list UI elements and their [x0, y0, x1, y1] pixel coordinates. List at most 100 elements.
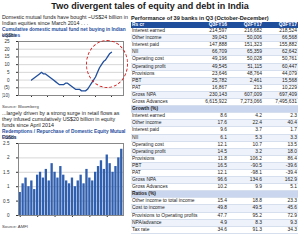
svg-text:Oct-14: Oct-14: [31, 224, 45, 225]
svg-text:Apr-14: Apr-14: [13, 224, 27, 225]
svg-text:Jan-17: Jan-17: [104, 104, 118, 105]
svg-text:2: 2: [7, 155, 10, 160]
html-text:155,882: 155,882: [279, 42, 297, 48]
html-text:PAT: PAT: [132, 84, 141, 90]
html-text:Performance of 39 banks in Q3: Performance of 39 banks in Q3 (October-D…: [131, 15, 269, 21]
html-text:40.4: 40.4: [287, 120, 297, 126]
html-text:Other income: Other income: [132, 35, 162, 41]
html-text:5.3: 5.3: [255, 134, 262, 140]
svg-text:5: 5: [7, 70, 10, 75]
html-text:3.2: 3.2: [255, 148, 262, 154]
html-text:25,782: 25,782: [212, 77, 227, 83]
html-text:10,229: 10,229: [282, 84, 297, 90]
html-text:3.3: 3.3: [290, 134, 297, 140]
html-text:50,028: 50,028: [247, 56, 262, 62]
html-text:15,568: 15,568: [282, 77, 297, 83]
svg-text:Jan-09: Jan-09: [40, 104, 54, 105]
html-text:607,009: 607,009: [244, 91, 262, 97]
html-text:151,323: 151,323: [244, 42, 262, 48]
svg-text:20: 20: [4, 47, 10, 52]
svg-text:Apr-16: Apr-16: [83, 224, 97, 225]
html-text:10.7: 10.7: [252, 141, 262, 147]
html-text:49,545: 49,545: [212, 63, 227, 69]
html-text:66,709: 66,709: [212, 49, 227, 55]
svg-text:1.5: 1.5: [3, 170, 10, 175]
html-text:50,006: 50,006: [247, 35, 262, 41]
html-text:218,524: 218,524: [279, 28, 297, 34]
html-text:11.8: 11.8: [217, 155, 227, 161]
html-text:17.6: 17.6: [217, 120, 227, 126]
html-text:Provisions: Provisions: [132, 70, 155, 76]
svg-text:25: 25: [4, 39, 10, 44]
svg-text:Jan-07: Jan-07: [24, 104, 38, 105]
html-text:Operating profit: Operating profit: [132, 63, 166, 69]
html-text:13.5: 13.5: [287, 141, 297, 147]
html-text:697,409: 697,409: [279, 91, 297, 97]
html-text:18.0: 18.0: [287, 148, 297, 154]
svg-text:Jan-15: Jan-15: [88, 104, 102, 105]
svg-text:Oct-16: Oct-16: [100, 224, 114, 225]
html-text:Interest paid: Interest paid: [132, 42, 159, 48]
html-text:3.7: 3.7: [255, 127, 262, 133]
html-text:106.2: 106.2: [249, 155, 262, 161]
html-text:8.6: 8.6: [220, 113, 227, 119]
html-text:22.4: 22.4: [252, 120, 262, 126]
svg-text:2.5: 2.5: [3, 141, 10, 146]
html-text:2.3: 2.3: [290, 113, 297, 119]
svg-text:0: 0: [7, 213, 10, 218]
html-text:PBT: PBT: [132, 77, 142, 83]
svg-text:1: 1: [7, 184, 10, 189]
html-text:1.7: 1.7: [290, 127, 297, 133]
html-text:60,447: 60,447: [282, 63, 297, 69]
html-text:Operating profit: Operating profit: [132, 148, 166, 154]
html-text:14.5: 14.5: [217, 148, 227, 154]
html-text:Operating cost: Operating cost: [132, 56, 164, 62]
svg-text:Oct-15: Oct-15: [66, 224, 80, 225]
html-text:62,642: 62,642: [282, 49, 297, 55]
html-text:Gross NPA: Gross NPA: [132, 91, 157, 97]
svg-text:0.5: 0.5: [3, 199, 10, 204]
html-text:Cumulative domestic mutual fun: Cumulative domestic mutual fund net buyi…: [2, 27, 126, 38]
html-text:49,196: 49,196: [212, 56, 227, 62]
svg-text:Jan-13: Jan-13: [72, 104, 86, 105]
html-text:...largely driven by a strong: ...largely driven by a strong surge in r…: [2, 110, 120, 128]
svg-text:(10): (10): [2, 93, 10, 98]
html-text:65,359: 65,359: [247, 49, 262, 55]
html-text:Other income: Other income: [132, 120, 162, 126]
html-text:Two divergent tales of equity: Two divergent tales of equity and debt i…: [51, 1, 249, 11]
svg-text:10: 10: [4, 62, 10, 67]
html-text:NII: NII: [132, 49, 139, 55]
html-text:2,461: 2,461: [249, 77, 262, 83]
html-text:51,115: 51,115: [247, 63, 262, 69]
html-text:9.6: 9.6: [220, 127, 227, 133]
html-text:Domestic mutual funds have bou: Domestic mutual funds have bought ~US$24…: [2, 14, 128, 26]
html-text:NII: NII: [132, 134, 139, 140]
svg-text:Jan-11: Jan-11: [57, 104, 71, 105]
html-text:66,568: 66,568: [282, 35, 297, 41]
html-text:213: 213: [253, 84, 262, 90]
html-text:6.1: 6.1: [220, 134, 227, 140]
html-text:39,043: 39,043: [212, 35, 227, 41]
html-text:44,079: 44,079: [282, 70, 297, 76]
html-text:Growth (%): Growth (%): [132, 106, 159, 112]
html-text:50,761: 50,761: [282, 56, 297, 62]
html-text:12.1: 12.1: [217, 141, 227, 147]
html-text:16,867: 16,867: [212, 84, 227, 90]
svg-text:(5): (5): [4, 85, 10, 90]
html-text:147,888: 147,888: [209, 42, 227, 48]
html-text:Provisions: Provisions: [132, 155, 155, 161]
html-text:230,143: 230,143: [209, 91, 227, 97]
svg-text:15: 15: [4, 54, 10, 59]
html-text:216,682: 216,682: [244, 28, 262, 34]
svg-text:0: 0: [7, 78, 10, 83]
html-text:Interest earned: Interest earned: [132, 113, 165, 119]
html-text:Operating cost: Operating cost: [132, 141, 164, 147]
html-text:Redemptions / Repurchase of Do: Redemptions / Repurchase of Domestic Equ…: [2, 129, 126, 140]
html-text:Interest earned: Interest earned: [132, 28, 165, 34]
html-text:48,764: 48,764: [247, 70, 262, 76]
svg-text:Apr-15: Apr-15: [48, 224, 62, 225]
html-text:23,646: 23,646: [212, 70, 227, 76]
html-text:Interest paid: Interest paid: [132, 127, 159, 133]
html-text:214,597: 214,597: [209, 28, 227, 34]
html-text:4.2: 4.2: [255, 113, 262, 119]
